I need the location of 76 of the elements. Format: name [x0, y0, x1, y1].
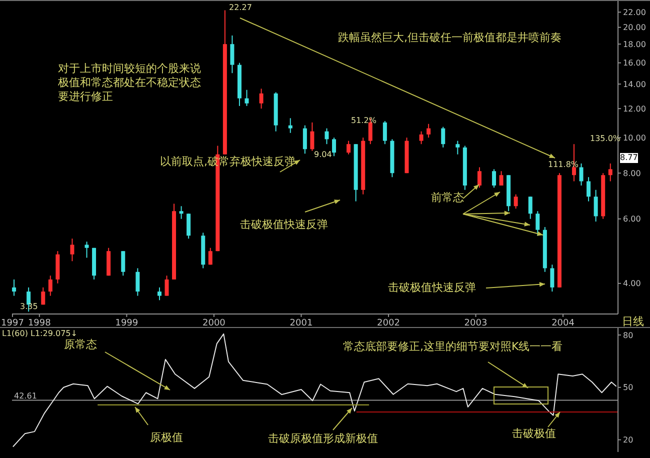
ref-line-label: 42.61 [14, 391, 37, 400]
candlestick [179, 206, 184, 220]
y-tick-label: 10.00 [623, 133, 646, 142]
candlestick [230, 34, 234, 74]
y-tick-label: 20 [623, 436, 634, 445]
y-tick-label: 8.00 [623, 168, 641, 178]
x-tick-label: 1997 [1, 318, 24, 328]
candlestick [586, 176, 591, 202]
y-tick-label: 22.00 [623, 8, 646, 18]
candlestick [346, 140, 351, 155]
annotation: 击破极值 [512, 427, 556, 441]
candlestick [528, 196, 532, 220]
candlestick [302, 124, 307, 154]
candlestick [382, 120, 387, 145]
candlestick [157, 286, 162, 301]
annotation: 要进行修正 [58, 90, 113, 104]
candlestick [70, 238, 74, 262]
x-tick-label: 2001 [290, 318, 313, 328]
candlestick [536, 210, 540, 236]
x-tick-label: 2003 [464, 318, 488, 328]
x-tick-label: 2000 [202, 318, 226, 328]
x-tick-label: 2004 [552, 318, 575, 328]
candlestick [499, 170, 504, 186]
candlestick [121, 250, 126, 276]
annotation: L1(60) L1:29.075↓ [2, 329, 78, 339]
candlestick [244, 89, 249, 106]
y-tick-label: 14.00 [623, 80, 646, 89]
annotation: 击破原极值形成新极值 [268, 432, 378, 446]
annotation: 前常态 [431, 190, 464, 205]
candlestick [456, 140, 460, 155]
annotation: 击破极值快速反弹 [388, 281, 476, 295]
candlestick [514, 194, 518, 210]
x-tick-label: 2002 [377, 318, 400, 328]
candlestick [12, 278, 16, 296]
candlestick [288, 118, 292, 134]
x-tick-label: 1999 [115, 318, 138, 328]
candlestick [324, 128, 329, 145]
candlestick [48, 275, 52, 296]
annotation: 22.27 [229, 3, 252, 13]
annotation: 击破极值快速反弹 [240, 218, 328, 232]
y-tick-label: 16.00 [623, 58, 646, 68]
candlestick [426, 123, 431, 138]
candlestick [136, 268, 140, 296]
y-tick-label: 20.00 [623, 23, 646, 32]
candlestick [579, 162, 584, 186]
candlestick [492, 168, 496, 188]
annotation: 极值和常态都处在不稳定状态 [58, 76, 201, 90]
annotation: 原极值 [150, 431, 183, 445]
candlestick [186, 213, 191, 240]
candlestick [310, 122, 314, 152]
text: 日线 [622, 315, 644, 329]
candlestick [164, 275, 169, 296]
candlestick [84, 241, 89, 258]
annotation: 常态底部要修正,这里的细节要对照K线一一看 [343, 340, 563, 354]
annotation: 原常态 [64, 338, 97, 352]
candlestick [208, 247, 212, 266]
candlestick [259, 88, 264, 110]
text: 8.77 [620, 153, 638, 163]
y-tick-label: 50 [623, 383, 634, 392]
candlestick [441, 126, 446, 148]
y-tick-label: 4.00 [623, 279, 641, 288]
candlestick [332, 137, 336, 157]
candlestick [608, 162, 612, 182]
y-tick-label: 80 [623, 330, 634, 340]
candlestick [41, 286, 46, 306]
annotation: 对于上市时间较短的个股来说 [58, 62, 201, 76]
annotation: 9.04 [314, 150, 332, 160]
candlestick [594, 189, 598, 222]
annotation: 跌幅虽然巨大,但击破任一前极值都是井喷前奏 [338, 31, 562, 45]
y-tick-label: 12.00 [623, 104, 646, 114]
candlestick [419, 130, 424, 145]
y-tick-label: 18.00 [623, 40, 646, 49]
candlestick [550, 264, 554, 292]
x-tick-label: 1998 [28, 318, 52, 328]
y-tick-label: 6.00 [623, 214, 641, 224]
candlestick [477, 166, 482, 188]
